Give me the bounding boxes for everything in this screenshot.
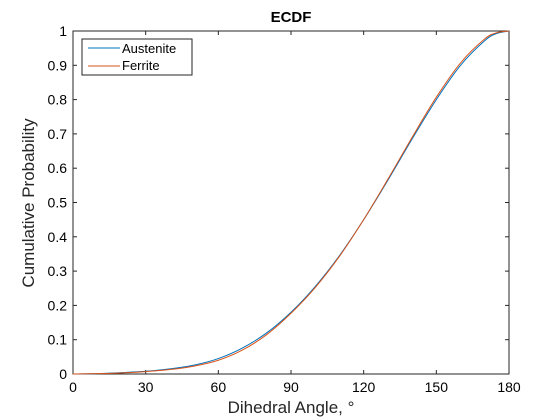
y-tick-label: 0 (59, 366, 67, 382)
x-tick-label: 120 (352, 379, 376, 395)
x-tick-label: 30 (138, 379, 154, 395)
y-tick-label: 0.3 (48, 263, 68, 279)
y-tick-label: 0.8 (48, 92, 68, 108)
plot-area (72, 30, 510, 375)
x-tick-label: 0 (69, 379, 77, 395)
y-tick-label: 0.4 (48, 229, 68, 245)
legend-label-austenite: Austenite (122, 41, 176, 56)
y-tick-label: 0.9 (48, 57, 68, 73)
y-tick-label: 1 (59, 23, 67, 39)
x-axis-label: Dihedral Angle, ° (228, 398, 355, 417)
y-axis-label: Cumulative Probability (19, 118, 38, 288)
y-tick-label: 0.6 (48, 160, 68, 176)
x-tick-label: 60 (211, 379, 227, 395)
chart-title: ECDF (271, 9, 312, 26)
y-tick-label: 0.5 (48, 195, 68, 211)
legend-label-ferrite: Ferrite (122, 58, 160, 73)
legend-box (81, 38, 193, 76)
series-line-ferrite (72, 30, 510, 375)
y-tick-label: 0.1 (48, 332, 68, 348)
x-tick-label: 90 (283, 379, 299, 395)
legend: Austenite Ferrite (81, 38, 193, 76)
series-lines (72, 30, 510, 375)
x-tick-label: 150 (425, 379, 449, 395)
tick-labels: 0 30 60 90 120 150 180 0 0.1 0.2 0.3 0.4 0.5 0.6 0.7 0.… (48, 23, 521, 395)
x-tick-label: 180 (497, 379, 521, 395)
y-tick-label: 0.7 (48, 126, 68, 142)
y-tick-label: 0.2 (48, 297, 68, 313)
